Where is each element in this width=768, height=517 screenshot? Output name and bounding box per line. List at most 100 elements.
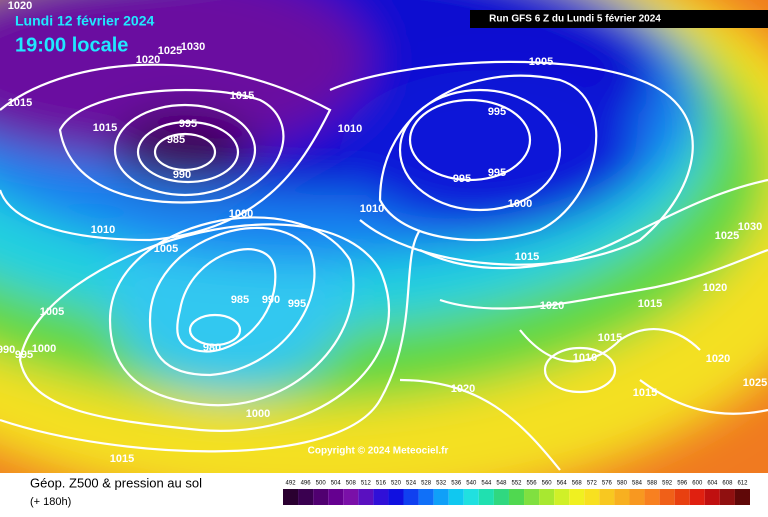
isobar-label: 1005 [40,306,64,318]
legend-label: 536 [451,481,462,487]
legend-swatch [508,489,525,505]
legend-swatch [554,489,570,505]
isobar-label: 1000 [508,198,532,210]
isobar-label: 1025 [158,45,182,57]
legend-label: 500 [316,481,327,487]
legend-swatch [584,489,600,505]
legend-label: 496 [301,481,312,487]
legend-label: 512 [361,481,372,487]
legend-swatch [539,489,555,505]
legend-label: 544 [481,481,492,487]
isobar-label: 1015 [230,90,254,102]
isobar-label: 1025 [715,230,739,242]
legend-label: 576 [602,481,613,487]
isobar-label: 995 [453,173,471,185]
legend-swatch [448,489,464,505]
footer-lead: (+ 180h) [30,496,71,508]
legend-swatch [418,489,434,505]
legend-swatch [313,489,329,505]
isobar-label: 1000 [229,208,253,220]
legend-swatch [373,489,389,505]
legend-label: 508 [346,481,357,487]
legend-label: 592 [662,481,673,487]
legend-label: 504 [331,481,342,487]
run-box [470,10,768,28]
isobar-label: 995 [488,167,506,179]
legend-label: 540 [466,481,477,487]
isobar-label: 995 [288,298,306,310]
run-info: Run GFS 6 Z du Lundi 5 février 2024 [489,14,661,25]
legend-swatch [463,489,479,505]
legend-swatch [298,489,314,505]
legend-label: 552 [511,481,522,487]
legend: 492 496 500 504 508 512 516 520 524 528 532 536 540 5… [283,481,750,505]
isobar-label: 1025 [743,377,767,389]
isobar-label: 1030 [738,221,762,233]
legend-label: 524 [406,481,417,487]
legend-label: 516 [376,481,387,487]
isobar-label: 1020 [703,282,727,294]
isobar-label: 990 [173,169,191,181]
isobar-label: 1000 [246,408,270,420]
legend-swatch [478,489,494,505]
legend-label: 572 [587,481,598,487]
legend-label: 548 [496,481,507,487]
legend-swatch [599,489,615,505]
legend-swatch [704,489,720,505]
copyright: Copyright © 2024 Meteociel.fr [308,446,449,457]
legend-label: 588 [647,481,658,487]
isobar-label: 1000 [32,343,56,355]
isobar-label: 1020 [8,0,32,12]
isobar-label: 995 [15,349,33,361]
legend-label: 600 [692,481,703,487]
isobar-label: 1015 [515,251,539,263]
isobar-label: 1015 [598,332,622,344]
isobar-label: 1010 [338,123,362,135]
isobar-label: 1020 [136,54,160,66]
legend-label: 580 [617,481,628,487]
isobar-label: 985 [231,294,249,306]
isobar-label: 1015 [8,97,32,109]
isobar-label: 995 [488,106,506,118]
isobar-label: 1015 [110,453,134,465]
legend-swatch [629,489,645,505]
legend-label: 596 [677,481,688,487]
legend-swatch [719,489,735,505]
forecast-time: 19:00 locale [15,34,128,56]
legend-swatch [614,489,630,505]
isobar-label: 1010 [573,352,597,364]
isobar-label: 1015 [638,298,662,310]
legend-label: 604 [707,481,718,487]
isobar-label: 995 [179,118,197,130]
isobars [0,60,768,471]
legend-swatch [343,489,359,505]
legend-swatch [659,489,675,505]
legend-swatch [493,489,509,505]
legend-swatch [283,489,299,505]
isobar-label: 1005 [529,56,553,68]
legend-swatch [388,489,404,505]
footer-title: Géop. Z500 & pression au sol [30,475,202,490]
legend-label: 528 [421,481,432,487]
isobar-label: 980 [203,342,221,354]
isobar-label: 1010 [91,224,115,236]
isobar-label: 990 [262,294,280,306]
legend-label: 564 [557,481,568,487]
legend-label: 612 [737,481,748,487]
legend-label: 560 [542,481,553,487]
isobar-label: 1020 [540,300,564,312]
forecast-date: Lundi 12 février 2024 [15,13,155,29]
isobar-label: 1030 [181,41,205,53]
legend-label: 520 [391,481,402,487]
legend-label: 492 [286,481,297,487]
isobar-label: 1015 [633,387,657,399]
legend-swatch [734,489,750,505]
isobar-label: 1005 [154,243,178,255]
legend-label: 568 [572,481,583,487]
legend-label: 556 [527,481,538,487]
legend-swatch [358,489,374,505]
isobar-label: 1020 [706,353,730,365]
legend-swatch [433,489,449,505]
